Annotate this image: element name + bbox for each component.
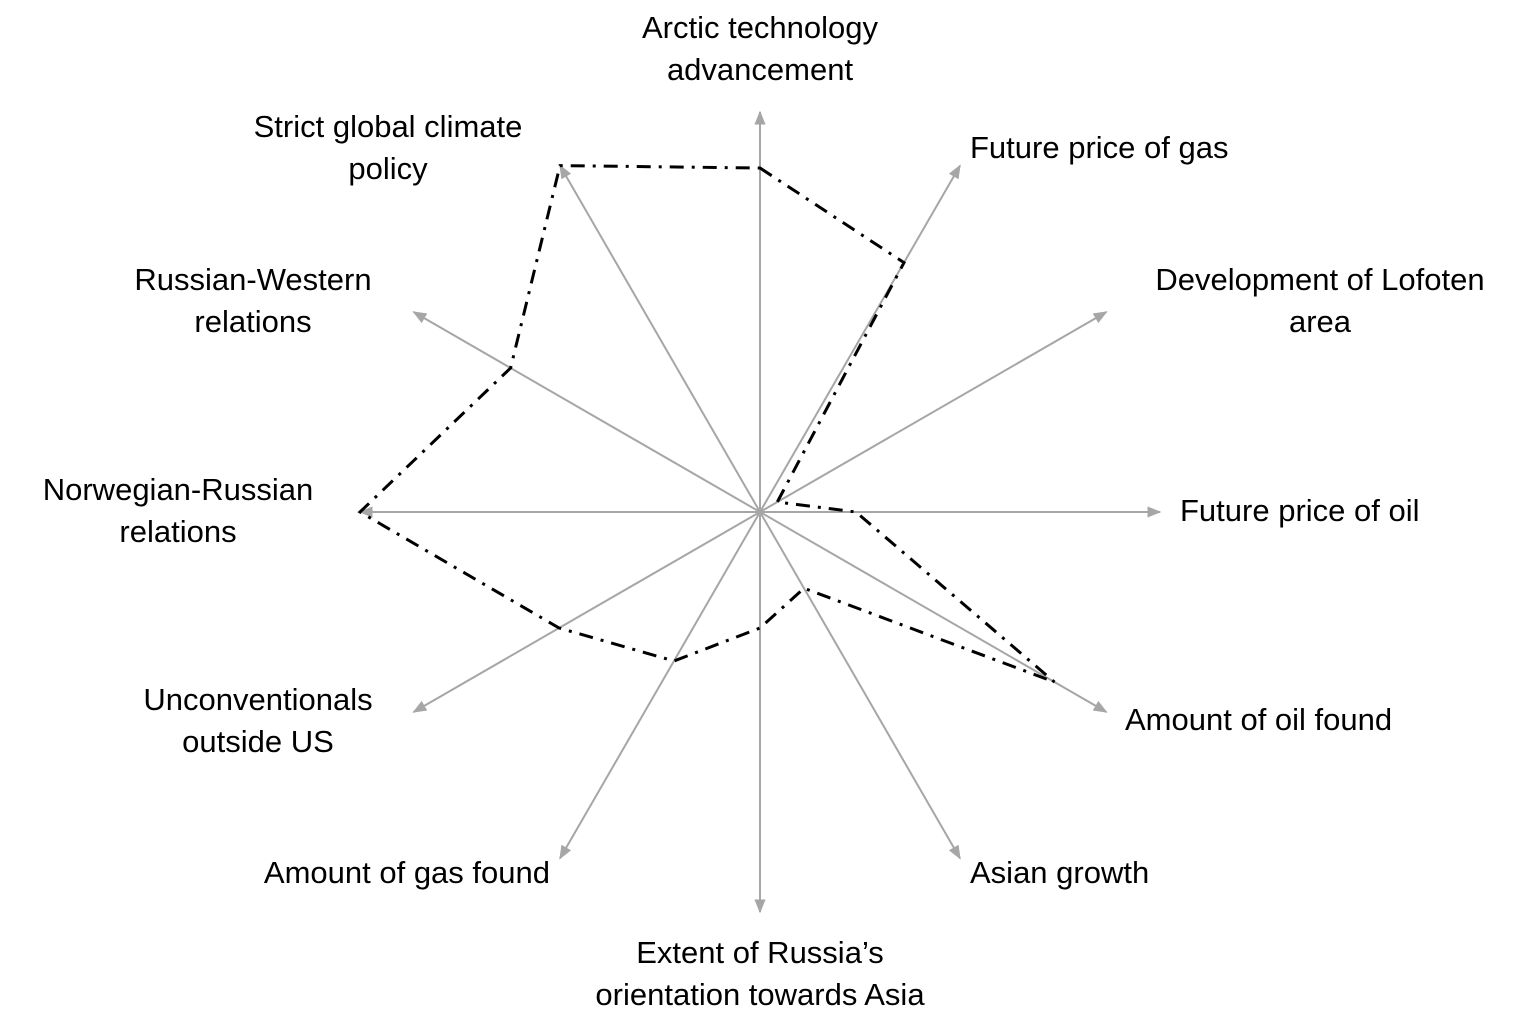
axis-arrow: [559, 164, 761, 513]
axis-label: Arctic technology: [642, 10, 879, 45]
profile-line: [357, 164, 1056, 684]
axis-label: Extent of Russia’s: [636, 935, 884, 970]
axis-label: policy: [348, 151, 428, 186]
axis-label: Future price of oil: [1180, 493, 1420, 528]
axis-label: Russian-Western: [134, 262, 371, 297]
axis-label: advancement: [667, 52, 854, 87]
axis-arrow: [759, 511, 961, 860]
axis-label: outside US: [182, 724, 334, 759]
axis-arrow: [559, 511, 761, 860]
axis-label: relations: [119, 514, 236, 549]
axis-arrow: [759, 511, 1108, 713]
axis-label: relations: [194, 304, 311, 339]
axis-label: area: [1289, 304, 1352, 339]
axis-arrow: [412, 311, 761, 513]
axis-arrow: [759, 311, 1108, 513]
axis-label: Unconventionals: [143, 682, 372, 717]
axis-label: Amount of gas found: [264, 855, 550, 890]
axis-label: Amount of oil found: [1125, 702, 1392, 737]
axis-label: Future price of gas: [970, 130, 1228, 165]
axis-label: Norwegian-Russian: [43, 472, 314, 507]
axis-label: orientation towards Asia: [595, 977, 925, 1012]
axis-arrow: [759, 164, 961, 513]
axis-label: Asian growth: [970, 855, 1149, 890]
axis-label: Development of Lofoten: [1155, 262, 1484, 297]
axis-label: Strict global climate: [254, 109, 523, 144]
axis-arrow: [412, 511, 761, 713]
